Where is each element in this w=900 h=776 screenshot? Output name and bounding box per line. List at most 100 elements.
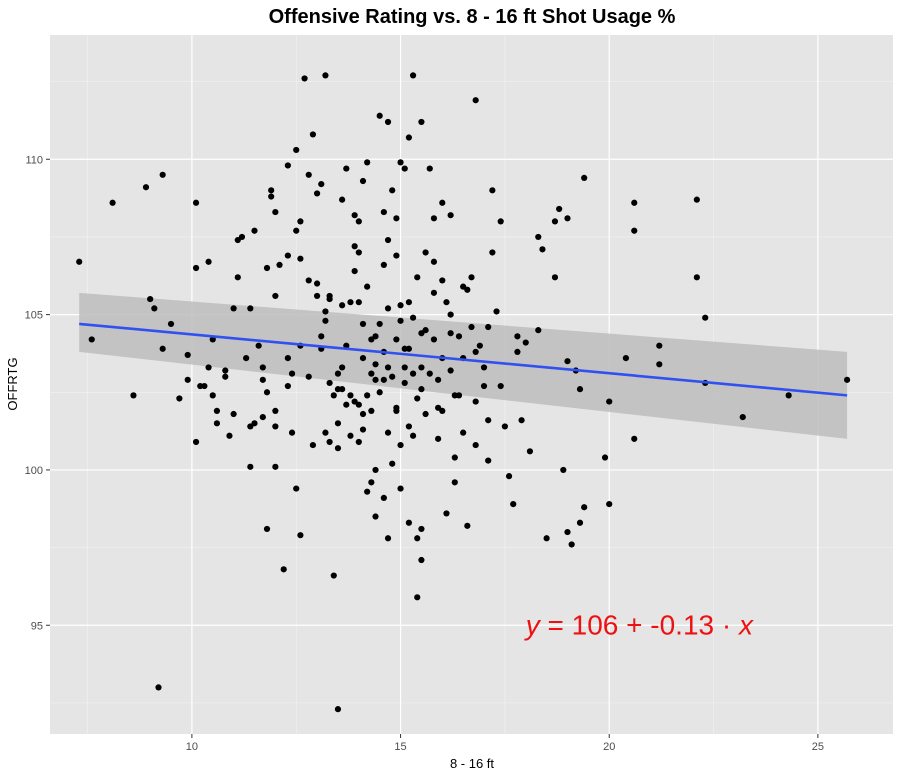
- data-point: [355, 249, 362, 256]
- data-point: [293, 146, 300, 154]
- data-point: [422, 327, 429, 334]
- data-point: [372, 466, 379, 474]
- data-point: [288, 370, 296, 377]
- data-point: [293, 485, 300, 492]
- data-point: [251, 227, 258, 234]
- data-point: [464, 286, 471, 293]
- data-point: [272, 463, 279, 470]
- data-point: [785, 392, 792, 399]
- data-point: [209, 392, 216, 399]
- data-point: [380, 494, 387, 501]
- data-point: [476, 342, 483, 349]
- data-point: [355, 401, 362, 408]
- data-point: [472, 398, 479, 405]
- data-point: [238, 233, 246, 241]
- data-point: [526, 448, 534, 455]
- data-point: [301, 75, 308, 82]
- data-point: [322, 429, 329, 436]
- data-point: [581, 504, 588, 511]
- data-point: [334, 420, 342, 427]
- data-point: [560, 466, 567, 474]
- data-point: [176, 395, 183, 402]
- data-point: [397, 302, 404, 309]
- data-point: [297, 255, 304, 262]
- data-point: [393, 252, 400, 259]
- data-point: [447, 330, 454, 337]
- data-point: [393, 407, 400, 415]
- data-point: [205, 364, 212, 371]
- chart-title: Offensive Rating vs. 8 - 16 ft Shot Usag…: [269, 6, 676, 28]
- data-point: [393, 215, 400, 222]
- data-point: [564, 215, 571, 222]
- data-point: [451, 479, 458, 486]
- data-point: [372, 513, 379, 520]
- data-point: [489, 187, 496, 194]
- data-point: [505, 473, 513, 480]
- data-point: [414, 395, 421, 402]
- data-point: [184, 376, 191, 383]
- data-point: [167, 320, 175, 328]
- data-point: [418, 556, 425, 564]
- data-point: [468, 323, 475, 331]
- data-point: [564, 528, 571, 536]
- data-point: [693, 196, 700, 203]
- data-point: [272, 407, 279, 415]
- data-point: [535, 327, 542, 334]
- data-point: [430, 215, 438, 222]
- data-point: [76, 258, 83, 265]
- data-point: [226, 432, 233, 439]
- data-point: [222, 373, 229, 380]
- x-tick-label: 10: [186, 741, 198, 753]
- data-point: [514, 348, 521, 355]
- data-point: [581, 174, 588, 182]
- data-point: [401, 364, 408, 371]
- data-point: [347, 392, 354, 399]
- data-point: [384, 364, 392, 371]
- data-point: [409, 314, 417, 321]
- data-point: [272, 208, 279, 216]
- data-point: [606, 398, 613, 405]
- data-point: [551, 218, 559, 225]
- data-point: [485, 457, 492, 464]
- data-point: [205, 258, 212, 265]
- data-point: [372, 376, 379, 383]
- data-point: [322, 308, 329, 315]
- data-point: [284, 252, 291, 259]
- data-point: [213, 407, 221, 415]
- data-point: [280, 566, 287, 573]
- data-point: [380, 376, 387, 383]
- data-point: [439, 199, 446, 206]
- data-point: [497, 382, 504, 390]
- data-point: [355, 299, 362, 306]
- data-point: [368, 336, 375, 343]
- data-point: [247, 305, 254, 312]
- data-point: [192, 438, 200, 446]
- data-point: [430, 289, 438, 296]
- data-point: [376, 320, 383, 328]
- data-point: [631, 435, 638, 442]
- data-point: [322, 72, 329, 79]
- data-point: [255, 342, 262, 349]
- data-point: [409, 370, 417, 377]
- data-point: [351, 243, 358, 250]
- data-point: [422, 410, 429, 418]
- data-point: [201, 382, 208, 390]
- data-point: [288, 429, 296, 436]
- data-point: [305, 373, 312, 380]
- data-point: [330, 392, 337, 399]
- data-point: [364, 159, 371, 166]
- data-point: [397, 159, 404, 166]
- data-point: [739, 414, 746, 421]
- data-point: [493, 308, 500, 315]
- data-point: [259, 376, 266, 383]
- data-point: [480, 364, 488, 371]
- data-point: [622, 354, 630, 362]
- data-point: [447, 311, 454, 318]
- data-point: [109, 199, 116, 206]
- x-tick-label: 20: [603, 741, 615, 753]
- data-point: [576, 519, 584, 526]
- data-point: [409, 72, 417, 79]
- data-point: [472, 97, 479, 104]
- data-point: [355, 438, 362, 446]
